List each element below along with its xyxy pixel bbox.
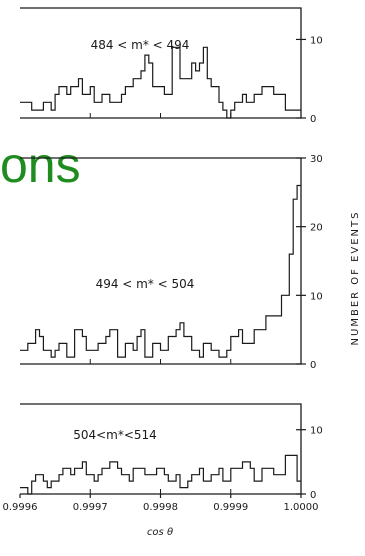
histogram-step-line bbox=[20, 46, 301, 119]
x-tick-label: 0.9997 bbox=[73, 502, 108, 513]
y-tick-label: 10 bbox=[310, 291, 323, 302]
y-axis-title: NUMBER OF EVENTS bbox=[350, 211, 361, 346]
x-axis-title: cos θ bbox=[147, 527, 173, 538]
x-tick-label: 0.9998 bbox=[143, 502, 178, 513]
y-tick-label: 10 bbox=[310, 426, 323, 437]
panel-label: 484 < m* < 494 bbox=[91, 38, 190, 52]
x-tick-label: 0.9999 bbox=[213, 502, 248, 513]
panel-1: 0 10 484 < m* < 494 bbox=[20, 7, 323, 125]
panel-frame bbox=[20, 157, 302, 365]
x-tick-label: 1.0000 bbox=[284, 502, 319, 513]
panel-label: 504<m*<514 bbox=[73, 428, 157, 442]
x-tick-label: 0.9996 bbox=[3, 502, 38, 513]
overlay-text: ons bbox=[0, 137, 81, 193]
y-tick-label: 0 bbox=[310, 114, 316, 125]
histogram-step-line bbox=[20, 184, 301, 358]
panel-frame bbox=[20, 7, 302, 119]
y-tick-label: 10 bbox=[310, 35, 323, 46]
y-tick-label: 30 bbox=[310, 154, 323, 165]
panel-label: 494 < m* < 504 bbox=[96, 277, 195, 291]
y-tick-label: 20 bbox=[310, 223, 323, 234]
histogram-step-line bbox=[20, 454, 301, 495]
panel-3: 0 10 504<m*<514 bbox=[20, 403, 323, 501]
y-tick-label: 0 bbox=[310, 490, 316, 501]
y-tick-label: 0 bbox=[310, 360, 316, 371]
panel-2: 0 10 20 30 494 < m* < 504 bbox=[20, 154, 323, 371]
